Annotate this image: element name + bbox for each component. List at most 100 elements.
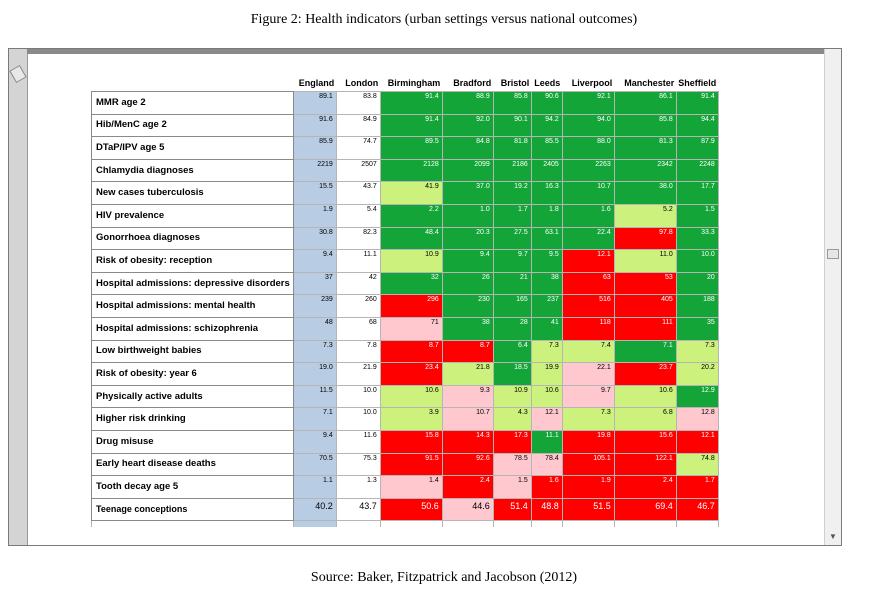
cell-england: 85.9 [292, 136, 337, 160]
cell-city: 41.9 [379, 181, 443, 205]
scroll-down-arrow-icon[interactable]: ▼ [829, 532, 837, 541]
cell-city: 10.0 [675, 249, 719, 273]
table-row: New cases tuberculosis 15.5 43.7 41.9 37.0 19… [91, 181, 719, 205]
table-row: Risk of obesity: year 6 19.0 21.9 23.4 21.8 1… [91, 362, 719, 386]
cell-city: 516 [561, 294, 615, 318]
cell-city: 53 [613, 271, 677, 296]
cell-london: 43.7 [335, 181, 381, 205]
cell-city: 2186 [492, 158, 532, 183]
cell-city: 51.4 [492, 497, 532, 522]
table-row: DTaP/IPV age 5 85.9 74.7 89.5 84.8 81.8 85.5 88… [91, 136, 719, 160]
row-label: Risk of obesity: reception [91, 249, 294, 273]
cell-partial [441, 520, 494, 527]
cell-england: 11.5 [292, 384, 337, 409]
cell-partial [379, 520, 443, 527]
cell-london: 75.3 [335, 452, 381, 477]
cell-city: 46.7 [675, 497, 719, 522]
row-label: Early heart disease deaths [91, 452, 294, 477]
cell-city: 94.2 [530, 113, 563, 138]
cell-city: 237 [530, 294, 563, 318]
row-label: Chlamydia diagnoses [91, 158, 294, 183]
cell-city: 2263 [561, 158, 615, 183]
cell-partial [675, 520, 719, 527]
cell-england: 239 [292, 294, 337, 318]
table-row: Chlamydia diagnoses 2219 2507 2128 2099 2186 2… [91, 158, 719, 183]
row-label: Teenage conceptions [91, 497, 294, 522]
cell-city: 10.7 [561, 181, 615, 205]
cell-london: 74.7 [335, 136, 381, 160]
cell-london: 83.8 [335, 91, 381, 115]
cell-city: 1.6 [561, 203, 615, 228]
cell-england: 30.8 [292, 226, 337, 251]
cell-city: 105.1 [561, 452, 615, 477]
table-row: Risk of obesity: reception 9.4 11.1 10.9 9.4… [91, 249, 719, 273]
cell-london: 2507 [335, 158, 381, 183]
cell-london: 10.0 [335, 407, 381, 431]
table-row: Gonorrhoea diagnoses 30.8 82.3 48.4 20.3 27.5… [91, 226, 719, 251]
cell-city: 10.6 [530, 384, 563, 409]
cell-city: 88.0 [561, 136, 615, 160]
cell-city: 90.6 [530, 91, 563, 115]
grip-icon[interactable] [9, 64, 27, 84]
cell-city: 23.4 [379, 362, 443, 386]
cell-england: 1.1 [292, 475, 337, 499]
cell-london: 42 [335, 271, 381, 296]
cell-city: 1.5 [492, 475, 532, 499]
cell-england: 40.2 [292, 497, 337, 522]
cell-city: 2.2 [379, 203, 443, 228]
cell-city: 21.8 [441, 362, 494, 386]
cell-city: 84.8 [441, 136, 494, 160]
cell-city: 69.4 [613, 497, 677, 522]
row-label: Gonorrhoea diagnoses [91, 226, 294, 251]
cell-city: 1.0 [441, 203, 494, 228]
cell-city: 48.4 [379, 226, 443, 251]
cell-partial [335, 520, 381, 527]
cell-city: 1.9 [561, 475, 615, 499]
cell-england: 70.5 [292, 452, 337, 477]
cell-city: 19.8 [561, 429, 615, 454]
cell-city: 165 [492, 294, 532, 318]
cell-city: 12.8 [675, 407, 719, 431]
cell-city: 21 [492, 271, 532, 296]
row-label: Hib/MenC age 2 [91, 113, 294, 138]
document-viewer[interactable]: England London Birmingham Bradford Brist… [8, 48, 842, 546]
cell-city: 2248 [675, 158, 719, 183]
cell-city: 8.7 [379, 339, 443, 364]
cell-city: 18.5 [492, 362, 532, 386]
table-row: Early heart disease deaths 70.5 75.3 91.5 92… [91, 452, 719, 477]
cell-london: 1.3 [335, 475, 381, 499]
cell-city: 19.2 [492, 181, 532, 205]
col-header: Liverpool [571, 78, 613, 88]
cell-city: 12.1 [530, 407, 563, 431]
cell-city: 74.8 [675, 452, 719, 477]
left-gutter [9, 49, 28, 545]
row-label: Tooth decay age 5 [91, 475, 294, 499]
cell-city: 37.0 [441, 181, 494, 205]
table-row: Low birthweight babies 7.3 7.8 8.7 8.7 6.4 7.3… [91, 339, 719, 364]
col-header: London [345, 78, 379, 88]
cell-city: 15.8 [379, 429, 443, 454]
col-header: Bradford [453, 78, 492, 88]
row-label: DTaP/IPV age 5 [91, 136, 294, 160]
cell-london: 10.0 [335, 384, 381, 409]
scroll-thumb[interactable] [827, 249, 839, 259]
vertical-scrollbar[interactable]: ▼ [824, 49, 841, 545]
cell-city: 1.8 [530, 203, 563, 228]
cell-city: 22.4 [561, 226, 615, 251]
col-header: Leeds [534, 78, 561, 88]
cell-england: 7.1 [292, 407, 337, 431]
cell-england: 91.6 [292, 113, 337, 138]
cell-london: 21.9 [335, 362, 381, 386]
cell-city: 33.3 [675, 226, 719, 251]
cell-city: 22.1 [561, 362, 615, 386]
cell-city: 63.1 [530, 226, 563, 251]
cell-city: 32 [379, 271, 443, 296]
table-row: Hospital admissions: mental health 239 260… [91, 294, 719, 318]
cell-city: 85.5 [530, 136, 563, 160]
cell-city: 41 [530, 316, 563, 341]
table-row: MMR age 2 89.1 83.8 91.4 88.9 85.8 90.6 92.1 86.… [91, 91, 719, 115]
cell-city: 94.4 [675, 113, 719, 138]
row-label: MMR age 2 [91, 91, 294, 115]
row-label: Hospital admissions: mental health [91, 294, 294, 318]
cell-city: 2.4 [613, 475, 677, 499]
